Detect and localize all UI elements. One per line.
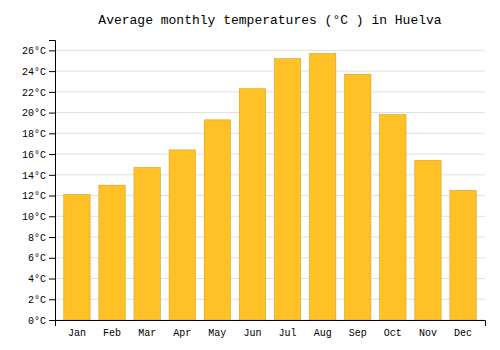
bar bbox=[169, 150, 195, 320]
tick-label: Jan bbox=[68, 328, 86, 339]
grid-line bbox=[55, 91, 485, 92]
tick-label: Feb bbox=[103, 328, 121, 339]
grid-line bbox=[55, 133, 485, 134]
tick: Jan bbox=[68, 328, 86, 339]
tick-mark bbox=[49, 216, 55, 217]
grid-line bbox=[55, 71, 485, 72]
tick: 20°C bbox=[22, 108, 55, 119]
bar bbox=[134, 168, 160, 320]
tick-label: Nov bbox=[419, 328, 437, 339]
bar bbox=[345, 74, 371, 320]
tick-mark bbox=[49, 92, 55, 93]
tick-mark bbox=[49, 196, 55, 197]
plot: 0°C 2°C 4°C 6°C 8°C 10°C 12°C 14°C 16°C 18°C 20°C 2… bbox=[22, 41, 486, 340]
tick-label: 16°C bbox=[22, 150, 46, 161]
tick-label: Jul bbox=[279, 328, 297, 339]
tick-label: 14°C bbox=[22, 171, 46, 182]
bar bbox=[450, 190, 476, 320]
tick-label: 8°C bbox=[28, 233, 46, 244]
tick: Jun bbox=[243, 328, 261, 339]
tick: 16°C bbox=[22, 150, 55, 161]
bars bbox=[64, 53, 476, 320]
tick-mark bbox=[49, 175, 55, 176]
tick: Dec bbox=[454, 328, 472, 339]
tick: Feb bbox=[103, 328, 121, 339]
tick: Sep bbox=[349, 328, 367, 339]
tick-label: 6°C bbox=[28, 253, 46, 264]
bar bbox=[204, 120, 230, 320]
tick: May bbox=[208, 328, 226, 339]
bar bbox=[99, 185, 125, 320]
tick: Apr bbox=[173, 328, 191, 339]
tick-label: Sep bbox=[349, 328, 367, 339]
tick: Mar bbox=[138, 328, 156, 339]
chart: 0°C 2°C 4°C 6°C 8°C 10°C 12°C 14°C 16°C 18°C 20°C 2… bbox=[0, 0, 500, 350]
bar bbox=[64, 195, 90, 320]
y-axis: 0°C 2°C 4°C 6°C 8°C 10°C 12°C 14°C 16°C 18°C 20°C 2… bbox=[22, 41, 56, 327]
tick-label: Dec bbox=[454, 328, 472, 339]
title: Average monthly temperatures (°C ) in Hu… bbox=[98, 13, 441, 28]
tick: Oct bbox=[384, 328, 402, 339]
tick-label: 22°C bbox=[22, 88, 46, 99]
tick: 6°C bbox=[28, 253, 55, 264]
bar bbox=[415, 160, 441, 320]
tick-mark bbox=[49, 154, 55, 155]
tick-mark bbox=[49, 299, 55, 300]
tick-mark bbox=[49, 279, 55, 280]
bar bbox=[309, 53, 335, 320]
grid-line bbox=[55, 154, 485, 155]
tick: Aug bbox=[314, 328, 332, 339]
tick-mark bbox=[49, 258, 55, 259]
tick: 14°C bbox=[22, 171, 55, 182]
bar bbox=[239, 89, 265, 320]
tick-label: 0°C bbox=[28, 316, 46, 327]
tick-label: 12°C bbox=[22, 191, 46, 202]
tick: 12°C bbox=[22, 191, 55, 202]
tick-label: Mar bbox=[138, 328, 156, 339]
tick-label: Aug bbox=[314, 328, 332, 339]
tick-label: 20°C bbox=[22, 108, 46, 119]
tick: 2°C bbox=[28, 295, 55, 306]
tick-mark bbox=[49, 133, 55, 134]
tick-mark bbox=[49, 320, 55, 321]
tick-mark bbox=[49, 71, 55, 72]
grid bbox=[55, 50, 485, 320]
axis-line bbox=[56, 321, 486, 327]
tick-mark bbox=[49, 237, 55, 238]
grid-line bbox=[55, 112, 485, 113]
grid-line bbox=[55, 50, 485, 51]
tick: 18°C bbox=[22, 129, 55, 140]
bar bbox=[274, 59, 300, 320]
tick: 0°C bbox=[28, 316, 55, 327]
tick-label: 26°C bbox=[22, 46, 46, 57]
tick-label: Jun bbox=[243, 328, 261, 339]
axis-line bbox=[49, 41, 56, 321]
tick-label: 24°C bbox=[22, 67, 46, 78]
x-axis: Jan Feb Mar Apr May Jun Jul Aug Sep Oct Nov Dec bbox=[56, 321, 486, 340]
tick-label: 2°C bbox=[28, 295, 46, 306]
tick: Nov bbox=[419, 328, 437, 339]
tick: 10°C bbox=[22, 212, 55, 223]
tick: 4°C bbox=[28, 274, 55, 285]
tick-label: 4°C bbox=[28, 274, 46, 285]
tick-label: May bbox=[208, 328, 226, 339]
tick: 26°C bbox=[22, 46, 55, 57]
tick: 8°C bbox=[28, 233, 55, 244]
bar bbox=[380, 115, 406, 320]
tick-mark bbox=[49, 50, 55, 51]
tick-mark bbox=[49, 113, 55, 114]
tick-label: 10°C bbox=[22, 212, 46, 223]
tick-label: Apr bbox=[173, 328, 191, 339]
tick: 22°C bbox=[22, 88, 55, 99]
tick-label: Oct bbox=[384, 328, 402, 339]
tick: Jul bbox=[279, 328, 297, 339]
tick: 24°C bbox=[22, 67, 55, 78]
tick-label: 18°C bbox=[22, 129, 46, 140]
